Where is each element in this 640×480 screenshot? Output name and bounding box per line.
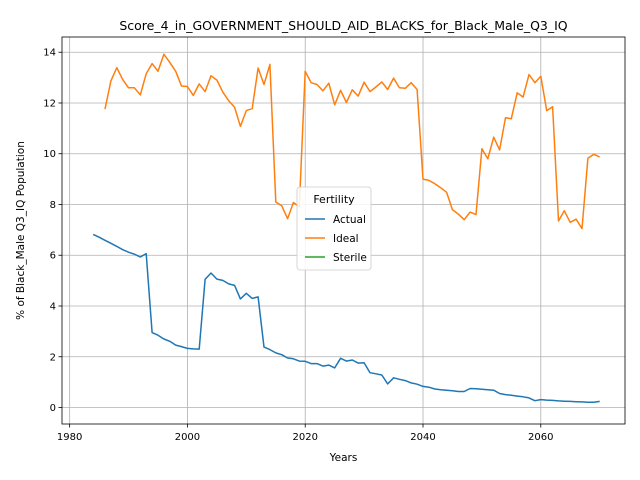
y-tick-label: 12 — [43, 98, 56, 109]
legend-label-ideal: Ideal — [333, 233, 359, 245]
legend-label-sterile: Sterile — [333, 252, 367, 264]
x-tick-label: 2040 — [410, 432, 435, 443]
legend-entries: Actual Ideal Sterile — [305, 214, 367, 264]
series-line-actual — [92, 233, 600, 403]
y-tick-label: 4 — [50, 301, 56, 312]
y-tick-label: 0 — [50, 403, 56, 414]
x-tick-label: 2060 — [528, 432, 553, 443]
plot-frame — [61, 36, 626, 425]
chart-title: Score_4_in_GOVERNMENT_SHOULD_AID_BLACKS_… — [119, 18, 567, 33]
y-tick-label: 8 — [50, 200, 56, 211]
x-tick-label: 2020 — [292, 432, 317, 443]
y-axis-label: % of Black_Male Q3_IQ Population — [15, 141, 27, 320]
x-tick-label: 2000 — [175, 432, 200, 443]
x-axis-label: Years — [329, 452, 358, 464]
ticks: 1980 2000 2020 2040 2060 0 2 4 6 8 10 12 14 — [43, 48, 553, 443]
y-tick-label: 6 — [50, 251, 56, 262]
x-tick-label: 1980 — [57, 432, 82, 443]
series-lines — [92, 53, 601, 403]
legend-box — [296, 186, 372, 271]
y-tick-label: 2 — [50, 352, 56, 363]
legend: Fertility Actual Ideal Sterile — [296, 186, 372, 271]
legend-title: Fertility — [313, 193, 355, 206]
y-tick-label: 10 — [43, 149, 56, 160]
legend-label-actual: Actual — [333, 214, 366, 226]
series-line-ideal — [104, 53, 601, 230]
y-tick-label: 14 — [43, 48, 56, 59]
